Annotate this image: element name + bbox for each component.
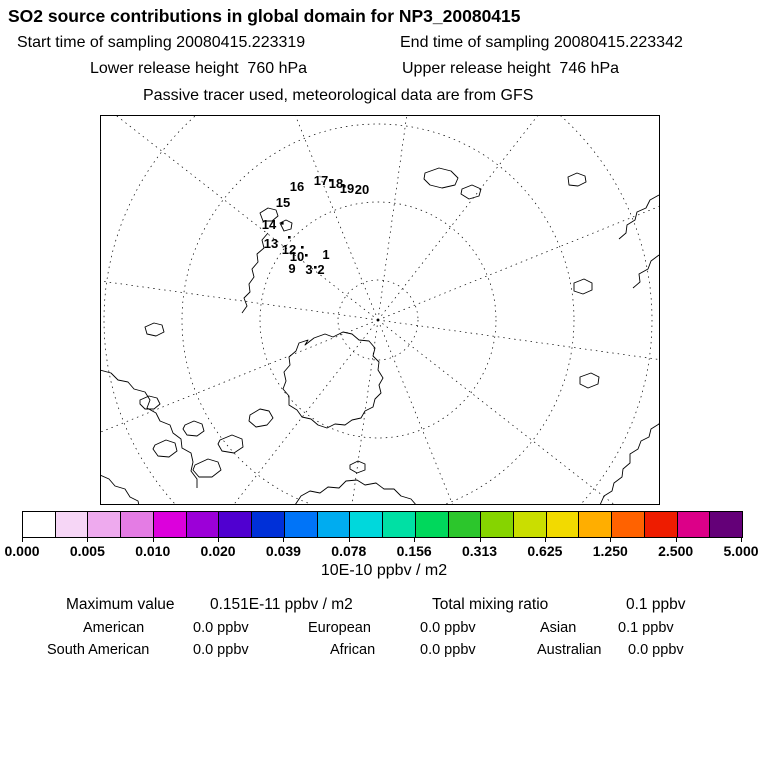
plot-title: SO2 source contributions in global domai… [8,6,521,26]
african-value: 0.0 ppbv [420,642,476,658]
tracer-info-text: Passive tracer used, meteorological data… [143,87,534,104]
colorbar-tick [87,537,89,542]
lower-release-text: Lower release height 760 hPa [90,60,308,77]
station-number: 12 [282,242,296,257]
colorbar-tick-label: 0.005 [69,543,105,559]
colorbar-cell [153,512,187,537]
station-dot [301,246,304,249]
station-number: 16 [290,179,304,194]
american-label: American [83,620,145,636]
colorbar-tick [479,537,481,542]
station-dot [343,185,346,188]
map-frame [100,115,660,505]
station-number: 15 [276,195,290,210]
south-american-value: 0.0 ppbv [193,642,249,658]
colorbar-cell [88,512,122,537]
asian-value: 0.1 ppbv [618,620,674,636]
colorbar-cell [317,512,351,537]
max-value-label: Maximum value [66,596,175,613]
american-value: 0.0 ppbv [193,620,249,636]
european-label: European [308,620,371,636]
colorbar-tick-label: 0.625 [527,543,563,559]
station-dot [314,266,317,269]
station-dot [329,179,332,182]
colorbar-cell [579,512,613,537]
coastlines [99,167,669,516]
upper-release-text: Upper release height 746 hPa [402,60,620,77]
colorbar-cell [23,512,56,537]
station-dot [281,222,284,225]
asian-label: Asian [540,620,577,636]
colorbar-tick [544,537,546,542]
station-number: 2 [317,262,324,277]
colorbar-tick-label: 0.039 [265,543,301,559]
colorbar-tick [610,537,612,542]
colorbar-tick [414,537,416,542]
total-mixing-ratio-label: Total mixing ratio [432,596,549,613]
colorbar-cell [415,512,449,537]
south-american-label: South American [47,642,150,658]
colorbar-cell [481,512,515,537]
colorbar-tick-label: 1.250 [592,543,628,559]
colorbar-cell [546,512,580,537]
colorbar-unit-label: 10E-10 ppbv / m2 [320,562,448,579]
station-number: 13 [264,236,278,251]
colorbar-cell [186,512,220,537]
total-mixing-ratio-value: 0.1 ppbv [626,596,686,613]
european-value: 0.0 ppbv [420,620,476,636]
colorbar-tick [675,537,677,542]
station-number: 14 [262,217,277,232]
station-number: 20 [355,182,369,197]
colorbar-cell [644,512,678,537]
station-dot [305,254,308,257]
african-label: African [330,642,376,658]
station-number: 3 [305,262,312,277]
colorbar-tick [283,537,285,542]
colorbar-cell [383,512,416,537]
australian-value: 0.0 ppbv [628,642,684,658]
colorbar-tick-label: 0.020 [200,543,236,559]
colorbar-cell [121,512,154,537]
colorbar-tick-label: 5.000 [723,543,759,559]
australian-label: Australian [537,642,602,658]
start-time-text: Start time of sampling 20080415.223319 [17,34,306,51]
station-number: 19 [340,181,354,196]
colorbar-tick [741,537,742,542]
colorbar-cell [252,512,285,537]
colorbar-cell [448,512,482,537]
colorbar-cell [219,512,253,537]
colorbar-tick-label: 0.313 [462,543,498,559]
station-number: 18 [329,176,343,191]
station-number: 17 [314,173,328,188]
colorbar-tick-label: 2.500 [658,543,694,559]
colorbar-tick [152,537,154,542]
colorbar-cell [55,512,89,537]
colorbar-cell [514,512,547,537]
colorbar-tick [22,537,23,542]
colorbar-cell [284,512,318,537]
colorbar-cell [677,512,711,537]
colorbar [22,511,743,538]
colorbar-tick [348,537,350,542]
colorbar-tick-label: 0.010 [135,543,171,559]
station-number: 1 [322,247,329,262]
colorbar-cell [350,512,384,537]
colorbar-tick [218,537,220,542]
max-value-number: 0.151E-11 ppbv / m2 [210,596,353,613]
station-dot [288,236,291,239]
station-number: 10 [290,249,304,264]
end-time-text: End time of sampling 20080415.223342 [400,34,683,51]
colorbar-tick-label: 0.000 [4,543,40,559]
colorbar-cell [612,512,645,537]
colorbar-cell [710,512,743,537]
colorbar-tick-label: 0.156 [396,543,432,559]
colorbar-tick-label: 0.078 [331,543,367,559]
station-number: 9 [288,261,295,276]
